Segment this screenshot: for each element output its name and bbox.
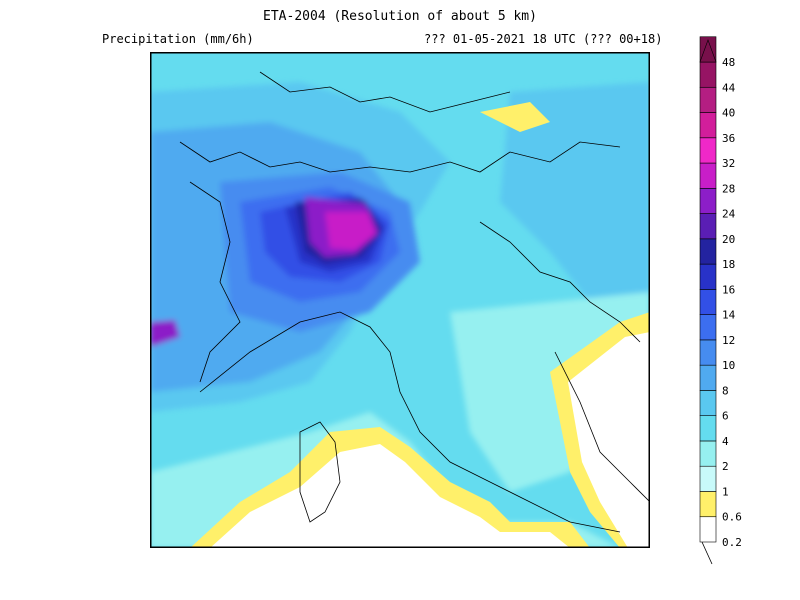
- colorbar-tick-label: 32: [722, 157, 735, 170]
- colorbar-bottom-tail: [701, 541, 713, 565]
- colorbar-swatch: [699, 465, 717, 492]
- colorbar-swatch: [699, 238, 717, 265]
- colorbar-tick-label: 20: [722, 233, 735, 246]
- variable-label: Precipitation (mm/6h): [102, 32, 254, 46]
- colorbar-swatch: [699, 162, 717, 189]
- colorbar-tick-label: 12: [722, 334, 735, 347]
- colorbar-tick-label: 40: [722, 107, 735, 120]
- colorbar-tick-label: 8: [722, 384, 729, 397]
- colorbar-tick-label: 24: [722, 208, 736, 221]
- precip-field: [150, 52, 650, 548]
- colorbar-swatch: [699, 491, 717, 518]
- colorbar-swatch: [699, 112, 717, 139]
- colorbar-tick-label: 44: [722, 81, 736, 94]
- map-title: ETA-2004 (Resolution of about 5 km): [263, 9, 537, 24]
- colorbar-swatch: [699, 188, 717, 214]
- colorbar-tick-label: 14: [722, 309, 736, 322]
- colorbar-tick-label: 4: [722, 435, 729, 448]
- colorbar-swatch: [699, 339, 717, 366]
- colorbar-swatch: [699, 61, 717, 88]
- precipitation-map: [150, 52, 650, 548]
- colorbar-swatch: [699, 415, 717, 442]
- colorbar-tick-label: 1: [722, 485, 729, 498]
- colorbar-swatch: [699, 516, 717, 543]
- colorbar-swatch: [699, 86, 717, 113]
- colorbar-swatch: [699, 263, 717, 290]
- colorbar-tick-label: 28: [722, 182, 735, 195]
- colorbar-swatch: [699, 314, 717, 341]
- colorbar-swatch: [699, 440, 717, 467]
- colorbar-tick-label: 0.6: [722, 511, 742, 524]
- colorbar-tick-label: 10: [722, 359, 735, 372]
- colorbar-swatch: [699, 390, 717, 416]
- colorbar-tick-label: 36: [722, 132, 735, 145]
- colorbar-tick-label: 48: [722, 56, 735, 69]
- colorbar-tick-label: 16: [722, 283, 735, 296]
- colorbar-swatch: [699, 137, 717, 164]
- colorbar-tick-label: 2: [722, 460, 729, 473]
- map-frame: [150, 52, 650, 548]
- colorbar-tick-label: 0.2: [722, 536, 742, 549]
- colorbar-tick-label: 18: [722, 258, 735, 271]
- colorbar-top-arrow: [699, 39, 717, 63]
- colorbar-swatch: [699, 364, 717, 391]
- colorbar-swatch: [699, 213, 717, 240]
- colorbar-swatch: [699, 289, 717, 315]
- valid-time-label: ??? 01-05-2021 18 UTC (??? 00+18): [424, 32, 663, 46]
- colorbar-tick-label: 6: [722, 410, 729, 423]
